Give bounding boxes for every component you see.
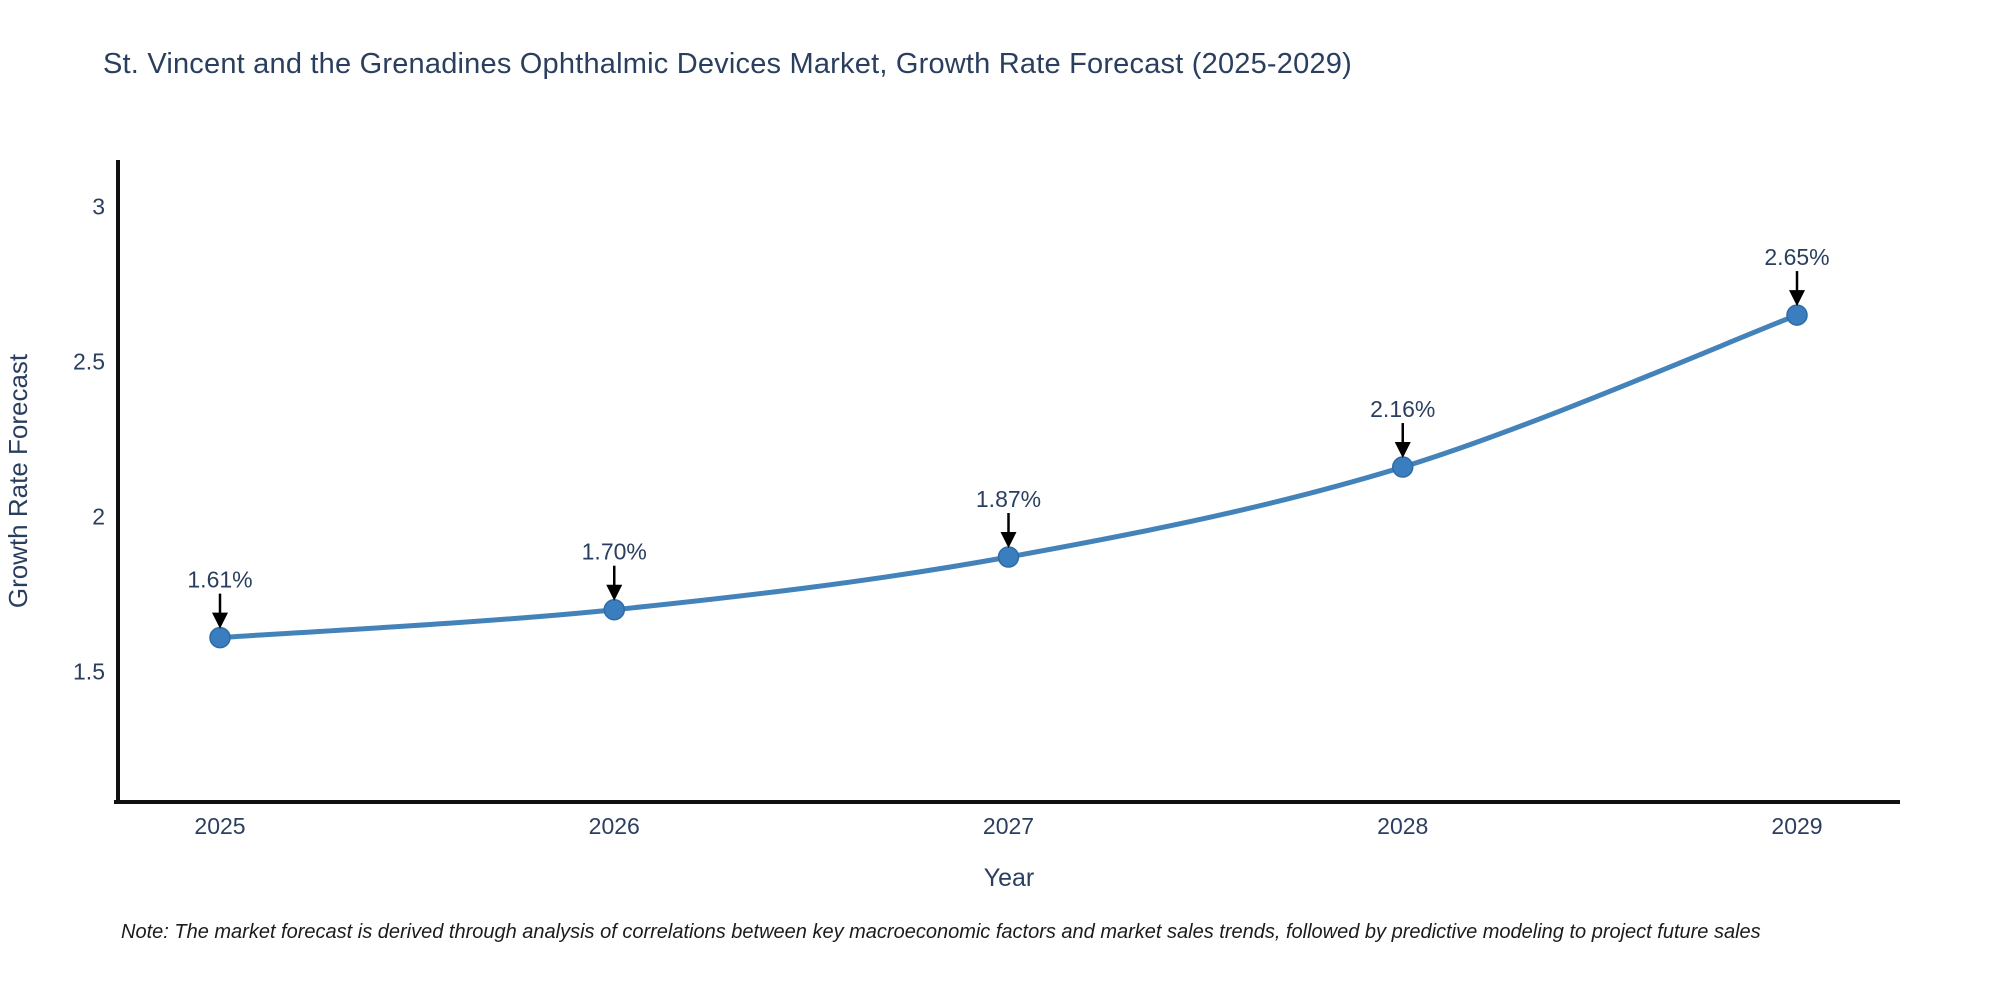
annotation-arrowhead bbox=[1000, 531, 1017, 548]
annotation-arrowhead bbox=[606, 584, 623, 601]
annotation-arrowhead bbox=[1394, 442, 1411, 459]
data-label: 1.61% bbox=[187, 567, 252, 593]
x-axis-title: Year bbox=[984, 864, 1035, 892]
x-tick-label: 2028 bbox=[1377, 813, 1428, 839]
y-axis-title: Growth Rate Forecast bbox=[3, 353, 33, 608]
annotation-arrowhead bbox=[1789, 290, 1805, 307]
data-point-marker bbox=[603, 598, 625, 621]
data-point-marker bbox=[209, 626, 231, 649]
data-label: 1.70% bbox=[582, 539, 647, 565]
y-tick-label: 3 bbox=[92, 194, 105, 220]
data-label: 1.87% bbox=[976, 486, 1041, 512]
data-point-marker bbox=[997, 546, 1020, 568]
series-line bbox=[217, 312, 1800, 641]
y-tick-label: 1.5 bbox=[73, 659, 105, 685]
data-point-marker bbox=[1786, 304, 1808, 326]
data-label: 2.65% bbox=[1764, 244, 1829, 270]
chart-title: St. Vincent and the Grenadines Ophthalmi… bbox=[103, 48, 1352, 80]
data-point-marker bbox=[1392, 456, 1414, 478]
y-tick-label: 2 bbox=[92, 504, 105, 530]
x-tick-label: 2027 bbox=[983, 813, 1034, 839]
y-tick-label: 2.5 bbox=[73, 349, 105, 375]
footnote: Note: The market forecast is derived thr… bbox=[121, 921, 1761, 943]
x-tick-label: 2026 bbox=[589, 813, 640, 839]
annotation-arrowhead bbox=[212, 612, 228, 629]
x-tick-label: 2029 bbox=[1771, 813, 1822, 839]
data-label: 2.16% bbox=[1370, 396, 1435, 422]
x-tick-label: 2025 bbox=[194, 813, 245, 839]
